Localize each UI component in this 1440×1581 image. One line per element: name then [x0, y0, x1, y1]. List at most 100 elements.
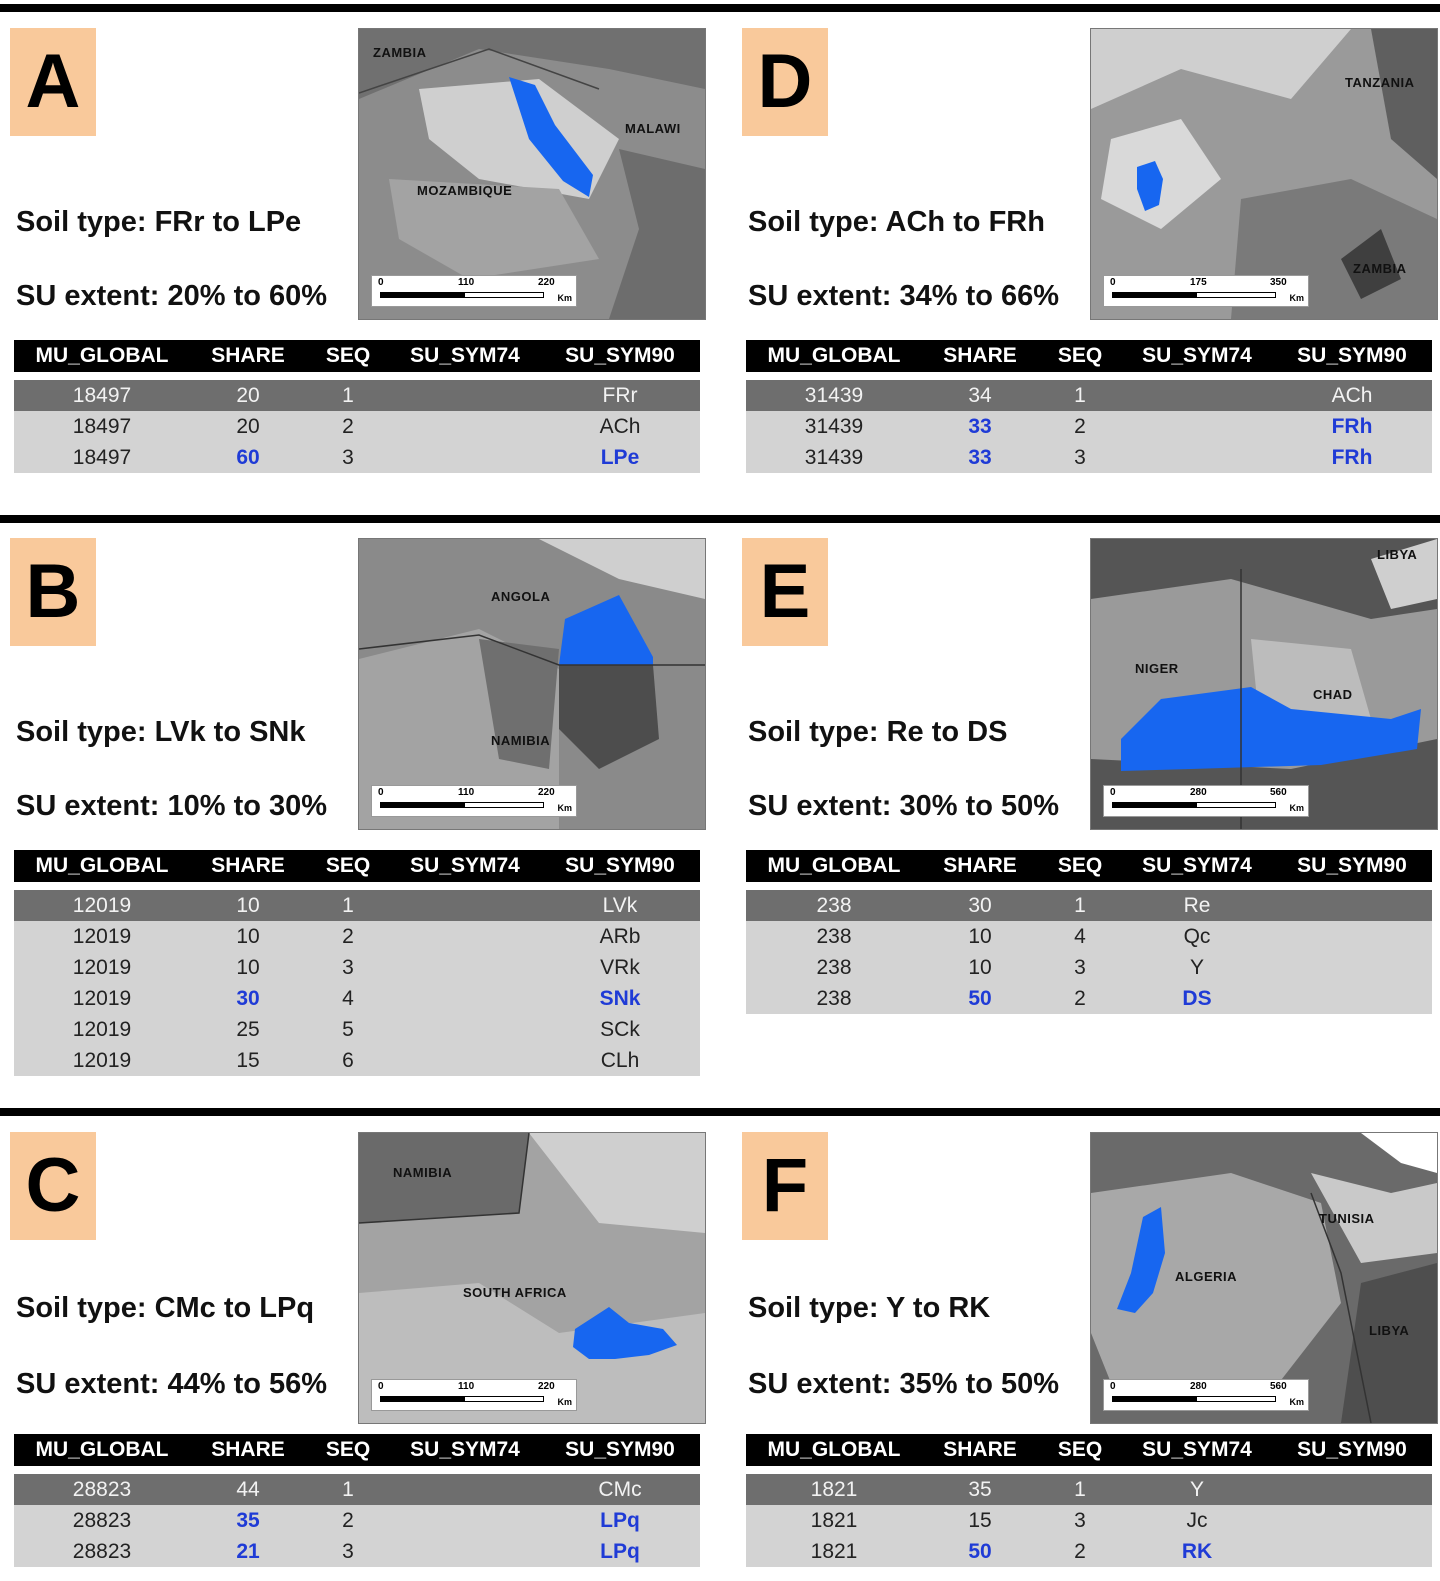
scale-bar: 0 110 220 Km: [371, 275, 577, 307]
table-cell: 4: [342, 986, 354, 1010]
scale-bar-segment: [464, 292, 544, 298]
table-header: MU_GLOBAL SHARE SEQ SU_SYM74 SU_SYM90: [746, 1434, 1432, 1466]
country-label: CHAD: [1313, 687, 1353, 702]
table-cell: 1821: [810, 1477, 858, 1501]
table-cell: 4: [1074, 924, 1086, 948]
soil-table: MU_GLOBAL SHARE SEQ SU_SYM74 SU_SYM90 12019 10…: [14, 850, 700, 1076]
column-header: SEQ: [1057, 344, 1103, 367]
column-header: MU_GLOBAL: [767, 854, 901, 877]
table-cell: 2: [342, 924, 354, 948]
map-artwork: [359, 539, 705, 829]
table-row: 12019 25 5 SCk: [14, 1014, 700, 1045]
scale-tick-label: 0: [378, 1381, 384, 1392]
map-image: TANZANIA ZAMBIA 0 175 350 Km: [1090, 28, 1438, 320]
su-extent-text: SU extent: 30% to 50%: [748, 790, 1060, 822]
scale-unit: Km: [557, 803, 572, 813]
scale-tick-label: 0: [1110, 277, 1116, 288]
table-cell: 20: [236, 383, 260, 407]
scale-unit: Km: [557, 1397, 572, 1407]
country-label: SOUTH AFRICA: [463, 1285, 567, 1300]
su-extent-text: SU extent: 44% to 56%: [16, 1368, 328, 1400]
table-row: 1821 50 2 RK: [746, 1536, 1432, 1567]
table-cell: 28823: [72, 1508, 132, 1532]
country-label: TUNISIA: [1319, 1211, 1375, 1226]
column-header: MU_GLOBAL: [35, 1438, 169, 1461]
map-image: ANGOLA NAMIBIA 0 110 220 Km: [358, 538, 706, 830]
column-header: SHARE: [943, 854, 1017, 877]
table-cell: 3: [1074, 1508, 1086, 1532]
table-header: MU_GLOBAL SHARE SEQ SU_SYM74 SU_SYM90: [14, 850, 700, 882]
table-cell: 28823: [72, 1539, 132, 1563]
column-header: SEQ: [1057, 854, 1103, 877]
map-image: NAMIBIA SOUTH AFRICA 0 110 220 Km: [358, 1132, 706, 1424]
panel-label: E: [742, 538, 828, 646]
table-cell: 12019: [72, 1048, 132, 1072]
table-row: 1821 15 3 Jc: [746, 1505, 1432, 1536]
scale-tick-label: 175: [1190, 277, 1207, 288]
scale-tick-label: 350: [1270, 277, 1287, 288]
country-label: ALGERIA: [1175, 1269, 1237, 1284]
scale-tick-label: 110: [458, 277, 475, 288]
map-artwork: [1091, 29, 1437, 319]
scale-tick-label: 110: [458, 1381, 475, 1392]
country-label: NIGER: [1135, 661, 1179, 676]
table-cell: 2: [1074, 414, 1086, 438]
soil-type-text: Soil type: FRr to LPe: [16, 206, 302, 238]
scale-tick-label: 280: [1190, 787, 1207, 798]
scale-unit: Km: [557, 293, 572, 303]
map-image: LIBYA NIGER CHAD 0 280 560 Km: [1090, 538, 1438, 830]
table-cell: 33: [968, 445, 992, 469]
table-cell: 28823: [72, 1477, 132, 1501]
panel-label: B: [10, 538, 96, 646]
table-cell: 31439: [804, 383, 864, 407]
scale-tick-label: 280: [1190, 1381, 1207, 1392]
map-artwork: [359, 1133, 705, 1423]
table-row: 31439 33 2 FRh: [746, 411, 1432, 442]
table-cell: 2: [1074, 1539, 1086, 1563]
table-cell: 30: [968, 893, 992, 917]
map-artwork: [1091, 1133, 1437, 1423]
table-cell: 44: [236, 1477, 260, 1501]
table-row: 12019 10 3 VRk: [14, 952, 700, 983]
map-image: ZAMBIA MALAWI MOZAMBIQUE 0 110 220 Km: [358, 28, 706, 320]
table-cell: 1: [1074, 1477, 1086, 1501]
table-header: MU_GLOBAL SHARE SEQ SU_SYM74 SU_SYM90: [746, 850, 1432, 882]
column-header: SHARE: [211, 344, 285, 367]
soil-type-text: Soil type: LVk to SNk: [16, 716, 306, 748]
column-header: SU_SYM74: [410, 854, 520, 877]
table-cell: 18497: [72, 383, 132, 407]
soil-type-text: Soil type: ACh to FRh: [748, 206, 1045, 238]
table-header: MU_GLOBAL SHARE SEQ SU_SYM74 SU_SYM90: [14, 340, 700, 372]
country-label: LIBYA: [1377, 547, 1418, 562]
table-cell: 3: [1074, 445, 1086, 469]
table-cell: 238: [816, 986, 852, 1010]
column-header: SU_SYM74: [1142, 344, 1252, 367]
scale-tick-label: 110: [458, 787, 475, 798]
table-cell: 238: [816, 955, 852, 979]
table-row: 12019 10 1 LVk: [14, 890, 700, 921]
column-header: SEQ: [325, 344, 371, 367]
table-row: 1821 35 1 Y: [746, 1474, 1432, 1505]
panel-label: A: [10, 28, 96, 136]
table-cell: 18497: [72, 445, 132, 469]
column-header: SU_SYM74: [410, 344, 520, 367]
table-cell: 33: [968, 414, 992, 438]
table-cell: ACh: [599, 414, 641, 438]
scale-bar-segment: [380, 292, 464, 298]
soil-table: MU_GLOBAL SHARE SEQ SU_SYM74 SU_SYM90 1821 35 1…: [746, 1434, 1432, 1567]
scale-tick-label: 0: [378, 787, 384, 798]
table-cell: LPq: [600, 1508, 640, 1532]
map-artwork: [1091, 539, 1437, 829]
scale-unit: Km: [1289, 1397, 1304, 1407]
table-cell: 10: [236, 955, 260, 979]
scale-tick-label: 220: [538, 787, 555, 798]
table-cell: CLh: [600, 1048, 640, 1072]
table-row: 238 10 3 Y: [746, 952, 1432, 983]
column-header: MU_GLOBAL: [767, 344, 901, 367]
scale-tick-label: 220: [538, 277, 555, 288]
table-cell: DS: [1182, 986, 1212, 1010]
country-label: MALAWI: [625, 121, 681, 136]
table-row: 12019 15 6 CLh: [14, 1045, 700, 1076]
column-header: SEQ: [1057, 1438, 1103, 1461]
su-extent-text: SU extent: 35% to 50%: [748, 1368, 1060, 1400]
